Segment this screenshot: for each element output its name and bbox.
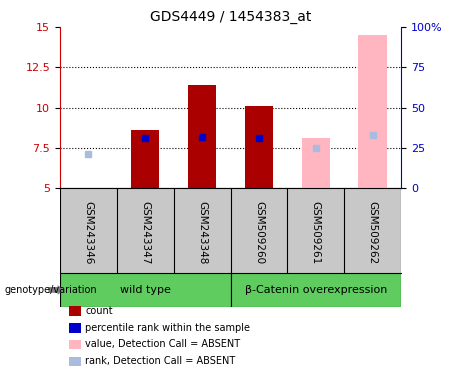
Title: GDS4449 / 1454383_at: GDS4449 / 1454383_at — [150, 10, 311, 25]
Text: β-Catenin overexpression: β-Catenin overexpression — [245, 285, 387, 295]
Text: GSM243348: GSM243348 — [197, 201, 207, 264]
Bar — [230, 273, 401, 307]
Text: GSM243347: GSM243347 — [140, 201, 150, 264]
Bar — [188, 85, 216, 188]
Text: genotype/variation: genotype/variation — [5, 285, 97, 295]
Text: GSM243346: GSM243346 — [83, 201, 94, 264]
Text: wild type: wild type — [120, 285, 171, 295]
Text: percentile rank within the sample: percentile rank within the sample — [85, 323, 250, 333]
Text: count: count — [85, 306, 113, 316]
Text: rank, Detection Call = ABSENT: rank, Detection Call = ABSENT — [85, 356, 236, 366]
Text: GSM509261: GSM509261 — [311, 201, 321, 264]
Bar — [301, 138, 330, 188]
Text: GSM509262: GSM509262 — [367, 201, 378, 264]
Text: value, Detection Call = ABSENT: value, Detection Call = ABSENT — [85, 339, 240, 349]
Bar — [131, 130, 160, 188]
Bar — [245, 106, 273, 188]
Bar — [358, 35, 387, 188]
Bar — [60, 273, 230, 307]
Text: GSM509260: GSM509260 — [254, 201, 264, 264]
